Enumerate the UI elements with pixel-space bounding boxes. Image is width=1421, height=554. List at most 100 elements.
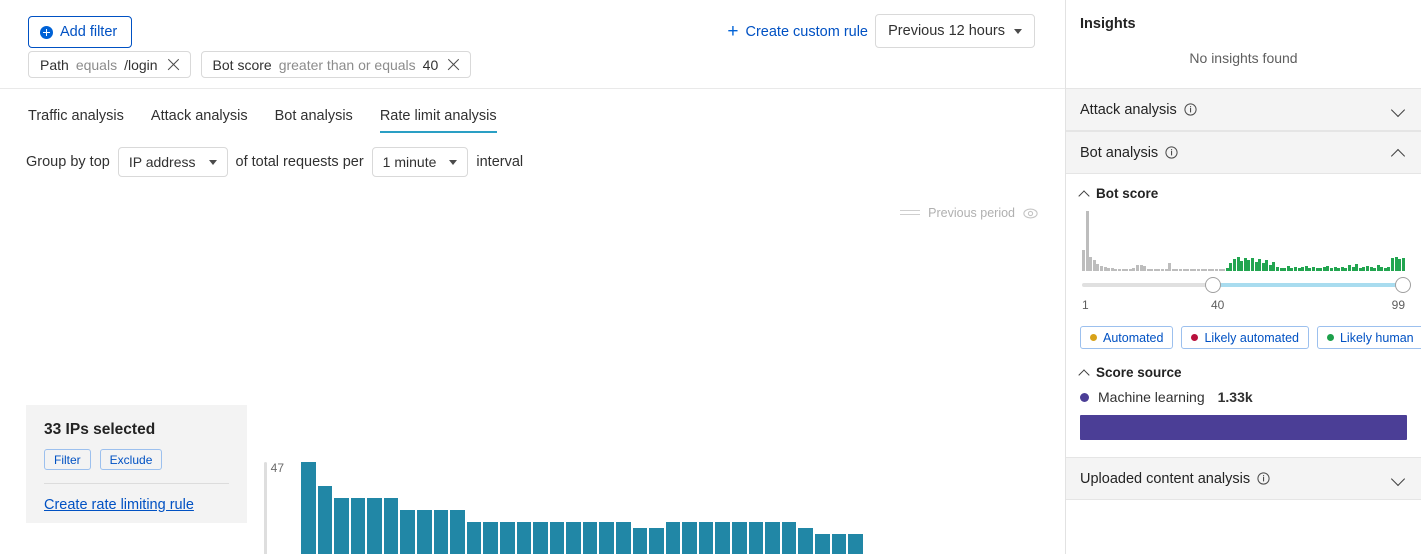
threshold-slider-rail[interactable] bbox=[263, 462, 267, 554]
status-dot bbox=[1191, 334, 1199, 341]
bar[interactable] bbox=[698, 521, 714, 554]
bar[interactable] bbox=[682, 521, 697, 554]
histogram-bar bbox=[1355, 264, 1359, 271]
bar[interactable] bbox=[848, 533, 863, 554]
bar[interactable] bbox=[765, 521, 780, 554]
bar[interactable] bbox=[350, 497, 366, 554]
exclude-button[interactable]: Exclude bbox=[99, 449, 163, 470]
time-range-value: Previous 12 hours bbox=[888, 23, 1005, 39]
analysis-tabs: Traffic analysis Attack analysis Bot ana… bbox=[28, 108, 497, 133]
histogram-bar bbox=[1247, 260, 1251, 271]
interval-select[interactable]: 1 minute bbox=[371, 147, 469, 177]
filter-button[interactable]: Filter bbox=[44, 449, 91, 470]
chevron-up-icon[interactable] bbox=[1392, 146, 1405, 159]
accordion-attack-analysis[interactable]: Attack analysis bbox=[1066, 88, 1421, 131]
bot-score-histogram bbox=[1080, 209, 1407, 271]
bar[interactable] bbox=[417, 509, 432, 554]
histogram-bar bbox=[1337, 268, 1341, 271]
info-icon[interactable] bbox=[1257, 472, 1270, 485]
time-range-select[interactable]: Previous 12 hours bbox=[875, 14, 1035, 48]
bar[interactable] bbox=[665, 521, 681, 554]
filter-chip-bot-score[interactable]: Bot score greater than or equals 40 bbox=[200, 51, 472, 78]
bar[interactable] bbox=[599, 521, 614, 554]
accordion-bot-analysis[interactable]: Bot analysis bbox=[1066, 131, 1421, 174]
range-mid-label: 40 bbox=[1210, 298, 1225, 312]
bar[interactable] bbox=[715, 521, 731, 554]
create-custom-rule-label: Create custom rule bbox=[745, 23, 869, 40]
add-filter-label: Add filter bbox=[60, 24, 118, 40]
bar[interactable] bbox=[831, 533, 847, 554]
bar[interactable] bbox=[732, 521, 747, 554]
accordion-uploaded-content-analysis[interactable]: Uploaded content analysis bbox=[1066, 457, 1421, 500]
bar[interactable] bbox=[549, 521, 565, 554]
tab-rate-limit-analysis[interactable]: Rate limit analysis bbox=[379, 108, 497, 133]
bar[interactable] bbox=[483, 521, 498, 554]
create-rate-limiting-rule-link[interactable]: Create rate limiting rule bbox=[44, 497, 194, 513]
histogram-bar bbox=[1312, 267, 1315, 271]
add-filter-button[interactable]: Add filter bbox=[28, 16, 133, 48]
bar[interactable] bbox=[814, 533, 830, 554]
bar[interactable] bbox=[632, 527, 648, 554]
chevron-down-icon[interactable] bbox=[1392, 103, 1405, 116]
pill-automated[interactable]: Automated bbox=[1080, 326, 1174, 349]
create-custom-rule-link[interactable]: + Create custom rule bbox=[727, 22, 868, 41]
bar[interactable] bbox=[450, 509, 465, 554]
bar[interactable] bbox=[499, 521, 515, 554]
bar[interactable] bbox=[582, 521, 598, 554]
bar[interactable] bbox=[615, 521, 631, 554]
threshold-slider[interactable] bbox=[261, 462, 269, 554]
pill-likely-human[interactable]: Likely human bbox=[1316, 326, 1421, 349]
bar[interactable] bbox=[400, 509, 416, 554]
histogram-bar bbox=[1365, 266, 1369, 271]
divider bbox=[44, 483, 229, 484]
range-handle-max[interactable] bbox=[1395, 277, 1411, 293]
histogram-bar bbox=[1132, 268, 1136, 271]
histogram-bar bbox=[1150, 269, 1154, 271]
info-icon[interactable] bbox=[1165, 146, 1178, 159]
range-handle-min[interactable] bbox=[1204, 277, 1221, 293]
histogram-bar bbox=[1286, 266, 1290, 271]
chevron-down-icon[interactable] bbox=[1392, 472, 1405, 485]
pill-label: Likely automated bbox=[1204, 330, 1299, 345]
histogram-bar bbox=[1279, 268, 1283, 271]
bar[interactable] bbox=[317, 485, 333, 554]
group-by-dimension-select[interactable]: IP address bbox=[117, 147, 228, 177]
bar[interactable] bbox=[466, 521, 482, 554]
bar[interactable] bbox=[433, 509, 449, 554]
bar[interactable] bbox=[383, 497, 399, 554]
y-axis-max-label: 47 bbox=[270, 461, 284, 475]
bar[interactable] bbox=[367, 497, 382, 554]
bar[interactable] bbox=[533, 521, 548, 554]
range-min-label: 1 bbox=[1082, 298, 1089, 312]
bot-score-range-slider[interactable] bbox=[1082, 275, 1411, 297]
info-icon[interactable] bbox=[1184, 103, 1197, 116]
histogram-bar bbox=[1089, 257, 1093, 271]
histogram-bar bbox=[1182, 269, 1186, 271]
score-source-section-header[interactable]: Score source bbox=[1080, 365, 1407, 380]
histogram-bar bbox=[1319, 268, 1323, 271]
bar[interactable] bbox=[516, 521, 532, 554]
filter-chip-path[interactable]: Path equals /login bbox=[28, 51, 191, 78]
bot-score-category-pills: Automated Likely automated Likely human bbox=[1080, 326, 1421, 349]
plus-circle-icon bbox=[40, 25, 53, 39]
histogram-bar bbox=[1333, 267, 1337, 271]
histogram-bar bbox=[1344, 268, 1348, 271]
legend-dot bbox=[1080, 392, 1089, 402]
pill-likely-automated[interactable]: Likely automated bbox=[1181, 326, 1309, 349]
histogram-bar bbox=[1197, 269, 1200, 271]
close-icon[interactable] bbox=[167, 58, 181, 72]
tab-bot-analysis[interactable]: Bot analysis bbox=[274, 108, 353, 124]
eye-off-icon[interactable] bbox=[1023, 208, 1038, 219]
bar[interactable] bbox=[748, 521, 764, 554]
bar[interactable] bbox=[334, 497, 349, 554]
bar[interactable] bbox=[798, 527, 813, 554]
bot-score-section-header[interactable]: Bot score bbox=[1080, 186, 1407, 201]
bar[interactable] bbox=[649, 527, 664, 554]
tab-attack-analysis[interactable]: Attack analysis bbox=[150, 108, 248, 124]
histogram-bar bbox=[1283, 268, 1287, 271]
bar[interactable] bbox=[566, 521, 581, 554]
tab-traffic-analysis[interactable]: Traffic analysis bbox=[28, 108, 124, 124]
close-icon[interactable] bbox=[447, 58, 461, 72]
bar[interactable] bbox=[781, 521, 797, 554]
bar[interactable] bbox=[301, 462, 316, 554]
